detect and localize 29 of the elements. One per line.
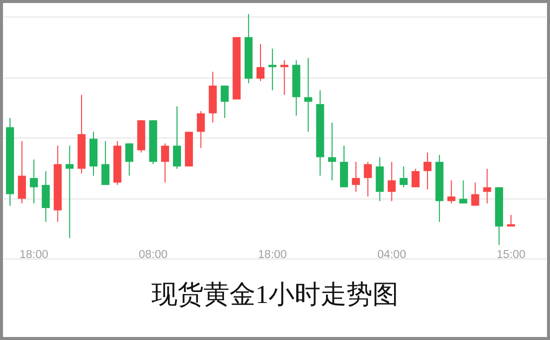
candlestick [304, 57, 312, 132]
candlestick [18, 140, 26, 204]
candlestick [388, 161, 396, 202]
candlestick [196, 110, 205, 148]
candlestick [66, 145, 74, 239]
candlestick [447, 180, 456, 204]
candlestick [220, 85, 229, 118]
candlestick [256, 44, 264, 82]
x-tick-label: 04:00 [377, 249, 406, 261]
x-tick-label: 08:00 [138, 249, 168, 261]
candlestick [42, 170, 50, 222]
candlestick [161, 142, 170, 184]
candlestick [400, 166, 408, 188]
candlestick [173, 106, 181, 170]
x-tick-label: 18:00 [258, 249, 287, 261]
text: 现货黄金1小时走势图 [152, 280, 398, 309]
candlestick [483, 168, 492, 204]
candlestick [101, 140, 110, 186]
candlestick [328, 122, 336, 181]
candlestick [352, 161, 360, 192]
candlestick [471, 182, 480, 206]
x-tick-label: 18:00 [19, 249, 48, 261]
candlestick [424, 152, 432, 190]
candlestick [459, 180, 468, 204]
candlestick [125, 142, 134, 176]
candlestick [364, 161, 372, 197]
candlestick [412, 168, 420, 188]
x-tick-label: 15:00 [496, 249, 526, 261]
candlestick [30, 159, 38, 204]
